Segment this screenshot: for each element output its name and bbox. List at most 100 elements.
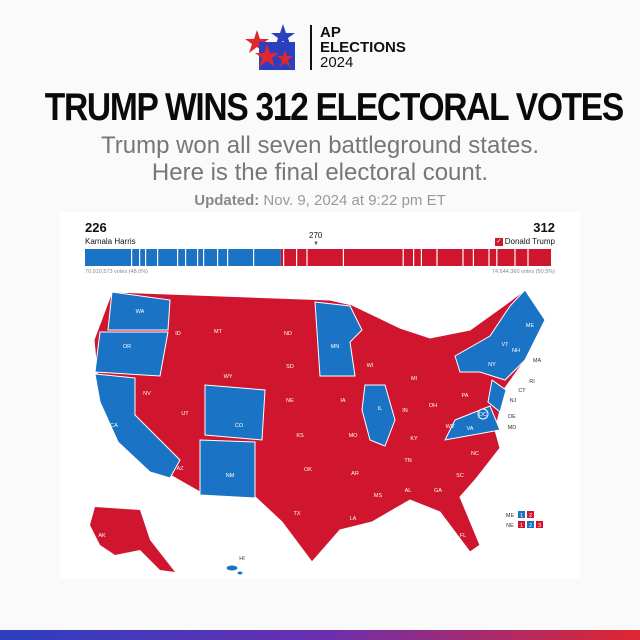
state-co [204, 384, 266, 441]
subtitle-line-2: Here is the final electoral count. [151, 159, 489, 186]
state-label-nh: NH [512, 348, 520, 354]
state-label-vt: VT [501, 342, 509, 348]
harris-name: Kamala Harris [85, 237, 136, 246]
trump-bar-segment [280, 249, 551, 266]
state-divider [496, 249, 498, 266]
state-label-ny: NY [488, 362, 496, 368]
state-label-nv: NV [143, 391, 151, 397]
state-label-ok: OK [304, 467, 312, 473]
state-label-nm: NM [226, 473, 235, 479]
state-label-pa: PA [462, 393, 469, 399]
state-label-mn: MN [331, 344, 340, 350]
state-label-ms: MS [374, 493, 383, 499]
state-divider [306, 249, 308, 266]
state-label-tn: TN [404, 458, 411, 464]
state-label-ut: UT [181, 411, 189, 417]
state-label-me: ME [526, 323, 535, 329]
split-state-label: ME [506, 513, 515, 519]
district-box [518, 511, 525, 518]
state-divider [157, 249, 159, 266]
state-label-oh: OH [429, 403, 437, 409]
stars-logo-icon [245, 24, 295, 70]
state-hi-island [236, 570, 244, 576]
state-label-co: CO [235, 423, 244, 429]
state-label-nj: NJ [510, 398, 517, 404]
state-divider [342, 249, 344, 266]
logo-ap: AP [320, 23, 341, 41]
district-box [527, 511, 534, 518]
district-number: 1 [520, 513, 523, 519]
state-label-nd: ND [284, 331, 292, 337]
state-label-ia: IA [340, 398, 346, 404]
state-label-ri: RI [529, 379, 535, 385]
state-divider [145, 249, 147, 266]
state-divider [283, 249, 285, 266]
state-label-hi: HI [239, 556, 245, 562]
state-label-in: IN [402, 408, 408, 414]
harris-electoral-votes: 226 [85, 220, 107, 235]
state-dc [477, 408, 489, 420]
state-divider [296, 249, 298, 266]
state-label-la: LA [350, 516, 357, 522]
bottom-gradient-bar [0, 630, 640, 640]
state-divider [472, 249, 474, 266]
state-label-sc: SC [456, 473, 464, 479]
state-label-wa: WA [136, 309, 145, 315]
state-nm [199, 439, 256, 499]
winner-check-icon: ✓ [494, 238, 503, 246]
state-divider [420, 249, 422, 266]
district-box [527, 521, 534, 528]
state-label-wy: WY [224, 374, 233, 380]
state-ak [90, 507, 175, 572]
trump-label: ✓ Donald Trump [494, 237, 555, 247]
state-wa [107, 291, 171, 331]
state-label-ak: AK [98, 533, 106, 539]
threshold-label: 270 [309, 231, 323, 240]
state-northeast [454, 289, 546, 381]
state-label-nc: NC [471, 451, 479, 457]
state-label-or: OR [123, 344, 131, 350]
harris-popular-vote: 70,910,573 votes (48.0%) [85, 269, 148, 275]
state-divider [217, 249, 219, 266]
state-divider [139, 249, 141, 266]
state-label-sd: SD [286, 364, 294, 370]
updated-timestamp: Updated: Nov. 9, 2024 at 9:22 pm ET [0, 192, 640, 209]
logo-elections: ELECTIONS [320, 38, 406, 56]
state-label-va: VA [467, 426, 474, 432]
subtitle: Trump won all seven battleground states.… [0, 132, 640, 186]
state-divider [488, 249, 490, 266]
district-box [536, 521, 543, 528]
state-divider [436, 249, 438, 266]
state-nj-de-md [487, 379, 507, 413]
harris-bar-segment [85, 249, 281, 266]
district-number: 2 [529, 523, 532, 529]
district-box [518, 521, 525, 528]
state-divider [131, 249, 133, 266]
state-divider [527, 249, 529, 266]
state-divider [413, 249, 415, 266]
state-label-ca: CA [110, 423, 118, 429]
threshold-marker-icon: ▼ [313, 241, 319, 247]
updated-value: Nov. 9, 2024 at 9:22 pm ET [263, 192, 446, 209]
state-label-mt: MT [214, 329, 223, 335]
state-label-ne: NE [286, 398, 294, 404]
state-divider [177, 249, 179, 266]
state-or [94, 331, 169, 377]
state-ca [94, 373, 181, 479]
state-label-il: IL [378, 406, 383, 412]
state-divider [203, 249, 205, 266]
state-divider [462, 249, 464, 266]
state-label-ga: GA [434, 488, 442, 494]
district-number: 1 [520, 523, 523, 529]
state-label-de: DE [508, 414, 516, 420]
trump-name: Donald Trump [504, 237, 555, 246]
state-label-mo: MO [349, 433, 359, 439]
trump-popular-vote: 74,644,360 votes (50.5%) [492, 269, 555, 275]
headline: TRUMP WINS 312 ELECTORAL VOTES [44, 86, 624, 129]
state-divider [402, 249, 404, 266]
state-divider [197, 249, 199, 266]
state-label-ma: MA [533, 358, 542, 364]
state-label-ky: KY [410, 436, 418, 442]
district-number: 3 [538, 523, 541, 529]
